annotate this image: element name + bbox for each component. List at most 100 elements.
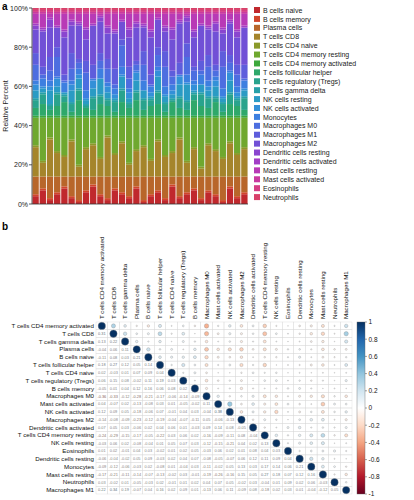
bar-segment (126, 10, 132, 12)
colorbar-label: -0.8 (369, 473, 381, 480)
corr-circle (183, 349, 184, 350)
bar-segment (83, 147, 89, 149)
cell-border (108, 455, 120, 463)
bar-segment (191, 14, 197, 30)
corr-circle (299, 349, 301, 351)
bar-segment (54, 12, 60, 14)
cell-border (108, 463, 120, 471)
corr-circle (261, 432, 268, 439)
cell-border (154, 369, 166, 377)
corr-value: -0.05 (144, 433, 153, 438)
cell-border (329, 345, 341, 353)
cell-border (143, 478, 155, 486)
colorbar-label: 1 (369, 318, 373, 325)
cell-border (247, 338, 259, 346)
cell-border (189, 431, 201, 439)
bar-segment (140, 10, 146, 12)
bar-segment (169, 30, 175, 40)
cell-border (131, 377, 143, 385)
corr-circle (344, 332, 348, 336)
cell-border (119, 353, 131, 361)
bar-segment (148, 30, 154, 32)
cell-border (108, 431, 120, 439)
bar-segment (83, 100, 89, 104)
cell-border (224, 385, 236, 393)
bar-segment (191, 12, 197, 14)
bar-segment (133, 28, 139, 61)
bar-segment (104, 10, 110, 12)
corr-value: 0.06 (110, 441, 118, 446)
bar-segment (61, 92, 67, 94)
cell-border (340, 400, 352, 408)
corr-circle (194, 341, 195, 342)
bar-segment (155, 8, 161, 10)
bar-segment (68, 141, 74, 176)
cell-border (143, 408, 155, 416)
corr-circle (252, 395, 254, 397)
cell-border (329, 424, 341, 432)
corr-value: 0.08 (110, 355, 118, 360)
row-label: T cells gamma delta (39, 338, 95, 345)
corr-value: -0.01 (167, 409, 176, 414)
cell-border (189, 338, 201, 346)
cell-border (236, 408, 248, 416)
bar-segment (227, 8, 233, 10)
bar-segment (68, 112, 74, 116)
colorbar-tick (365, 459, 367, 460)
bar-segment (212, 65, 218, 71)
bar-segment (184, 84, 190, 100)
cell-border (294, 447, 306, 455)
bar-segment (90, 88, 96, 96)
corr-circle (203, 393, 210, 400)
corr-circle (182, 356, 184, 358)
corr-circle (346, 372, 347, 373)
corr-circle (249, 424, 256, 431)
bar-segment (54, 151, 60, 153)
legend-swatch (254, 105, 260, 111)
corr-circle (345, 458, 347, 460)
bar-segment (191, 8, 197, 10)
corr-value: 0.08 (121, 378, 129, 383)
bar-segment (61, 14, 67, 30)
bar-segment (162, 14, 168, 26)
bar-segment (227, 73, 233, 81)
bar-segment (68, 90, 74, 102)
bar-segment (83, 190, 89, 192)
bar-segment (40, 104, 46, 116)
corr-value: 0.21 (296, 464, 304, 469)
cell-border (96, 478, 108, 486)
cell-border (201, 338, 213, 346)
bar-segment (119, 194, 125, 204)
bar-segment (40, 10, 46, 12)
bar-segment (227, 186, 233, 188)
bar-segment (212, 102, 218, 116)
cell-border (177, 369, 189, 377)
corr-circle (322, 427, 324, 429)
cell-border (119, 377, 131, 385)
corr-value: -0.03 (190, 425, 199, 430)
corr-value: 0.02 (145, 464, 153, 469)
cell-border (166, 431, 178, 439)
bar-segment (104, 82, 110, 86)
corr-value: -0.14 (179, 394, 189, 399)
bar-segment (227, 24, 233, 55)
colorbar-tick (365, 322, 367, 323)
bar-segment (227, 94, 233, 104)
corr-value: 0.07 (191, 456, 199, 461)
legend-swatch (254, 52, 260, 58)
bar-segment (227, 55, 233, 63)
corr-value: -0.03 (318, 480, 327, 485)
cell-border (212, 447, 224, 455)
corr-circle (123, 332, 126, 335)
cell-border (177, 353, 189, 361)
corr-circle (229, 396, 230, 397)
cell-border (131, 361, 143, 369)
cell-border (271, 431, 283, 439)
corr-value: 0.04 (133, 448, 141, 453)
legend-label: Macrophages M0 (263, 122, 317, 130)
corr-circle (159, 340, 162, 343)
corr-value: 0.01 (121, 370, 129, 375)
corr-circle (171, 348, 173, 350)
bar-segment (140, 51, 146, 65)
cell-border (212, 392, 224, 400)
